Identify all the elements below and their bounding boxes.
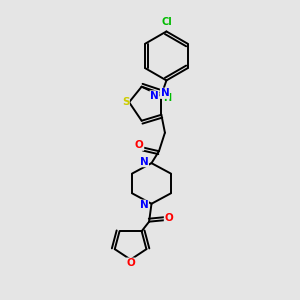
Text: O: O <box>126 258 135 268</box>
Text: N: N <box>150 91 159 101</box>
Text: N: N <box>140 157 148 166</box>
Text: S: S <box>122 97 129 107</box>
Text: N: N <box>160 88 169 98</box>
Text: O: O <box>135 140 144 150</box>
Text: N: N <box>140 200 148 210</box>
Text: H: H <box>164 93 172 103</box>
Text: Cl: Cl <box>162 17 172 27</box>
Text: O: O <box>164 213 173 223</box>
